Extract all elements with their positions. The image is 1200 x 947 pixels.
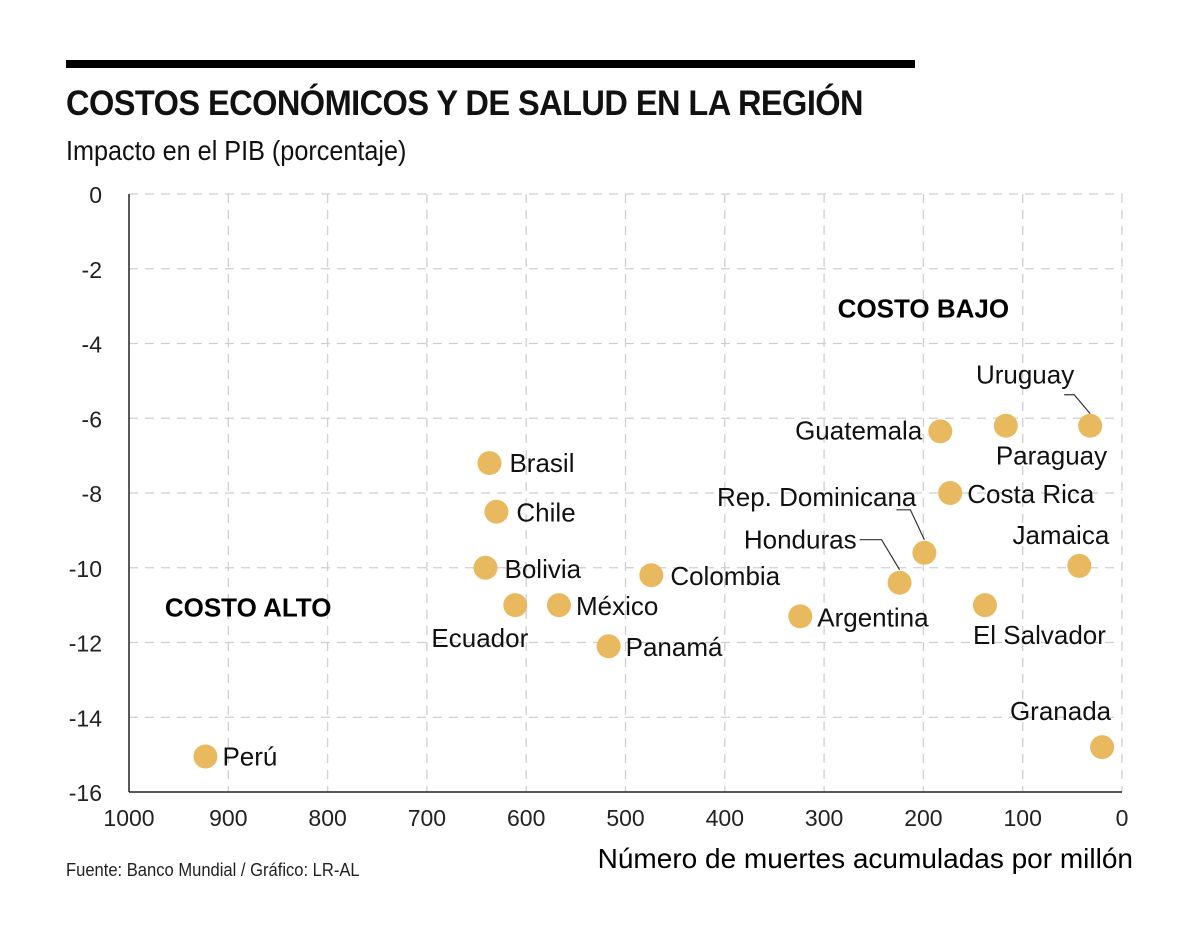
data-point xyxy=(1090,735,1115,760)
chart-subtitle: Impacto en el PIB (porcentaje) xyxy=(66,135,407,166)
y-tick-label: 0 xyxy=(89,182,102,208)
data-point xyxy=(928,419,953,444)
point-label: Jamaica xyxy=(1012,520,1109,550)
y-tick-label: -10 xyxy=(69,556,102,582)
chart-title: COSTOS ECONÓMICOS Y DE SALUD EN LA REGIÓ… xyxy=(66,84,864,123)
data-point xyxy=(912,540,937,565)
y-tick-label: -14 xyxy=(69,705,102,731)
point-label: México xyxy=(576,591,658,621)
point-label: Ecuador xyxy=(431,623,528,653)
point-label: Uruguay xyxy=(976,360,1074,390)
data-point xyxy=(938,481,963,505)
y-tick-label: -8 xyxy=(82,481,102,507)
data-point xyxy=(193,744,218,769)
data-point xyxy=(1078,413,1103,438)
point-label: El Salvador xyxy=(973,620,1106,650)
source-note: Fuente: Banco Mundial / Gráfico: LR-AL xyxy=(66,860,360,880)
data-point xyxy=(788,604,813,629)
data-point xyxy=(887,570,912,595)
y-tick-label: -6 xyxy=(82,406,102,432)
x-tick-label: 700 xyxy=(408,805,446,831)
data-point xyxy=(477,451,502,476)
point-label: Honduras xyxy=(744,525,857,555)
y-tick-label: -4 xyxy=(82,332,103,358)
point-label: Chile xyxy=(516,498,575,528)
x-tick-label: 100 xyxy=(1004,805,1042,831)
data-point xyxy=(473,555,498,580)
point-label: Bolivia xyxy=(504,554,581,584)
point-label: Paraguay xyxy=(996,441,1107,471)
zone-annotations: COSTO BAJO COSTO ALTO xyxy=(165,293,1009,622)
leader-lines xyxy=(859,394,1091,571)
x-tick-label: 800 xyxy=(308,805,346,831)
x-tick-label: 600 xyxy=(507,805,545,831)
x-tick-label: 400 xyxy=(706,805,744,831)
x-tick-label: 0 xyxy=(1116,805,1129,831)
zone-label: COSTO ALTO xyxy=(165,592,332,622)
top-rule xyxy=(66,60,915,68)
y-tick-label: -16 xyxy=(69,780,102,806)
point-labels: Perú Brasil Chile Bolivia Ecuador México Panam… xyxy=(222,360,1111,772)
data-point xyxy=(993,413,1018,438)
x-axis-label: Número de muertes acumuladas por millón xyxy=(598,843,1133,874)
point-label: Colombia xyxy=(670,561,780,591)
x-tick-label: 1000 xyxy=(103,805,154,831)
y-tick-label: -2 xyxy=(82,257,102,283)
data-point xyxy=(484,499,509,524)
data-point xyxy=(1067,553,1092,578)
leader-line xyxy=(1064,394,1091,415)
data-point xyxy=(639,563,664,588)
x-tick-labels: 1000 900 800 700 600 500 400 300 200 100 0 xyxy=(103,805,1128,831)
point-label: Costa Rica xyxy=(967,479,1095,509)
axes xyxy=(128,194,1122,793)
data-point xyxy=(972,593,997,618)
point-label: Brasil xyxy=(509,448,574,478)
data-point xyxy=(503,593,528,618)
leader-line xyxy=(859,539,901,571)
point-label: Granada xyxy=(1010,696,1112,726)
y-tick-label: -12 xyxy=(69,631,102,657)
x-tick-label: 500 xyxy=(606,805,644,831)
zone-label: COSTO BAJO xyxy=(838,293,1009,323)
data-points xyxy=(193,413,1115,769)
point-label: Perú xyxy=(222,741,277,771)
leader-line xyxy=(896,509,925,541)
point-label: Panamá xyxy=(626,632,723,662)
x-tick-label: 900 xyxy=(209,805,247,831)
data-point xyxy=(596,634,621,659)
point-label: Rep. Dominicana xyxy=(717,482,917,512)
x-tick-label: 300 xyxy=(805,805,843,831)
grid xyxy=(129,193,1123,792)
point-label: Guatemala xyxy=(795,415,923,445)
x-tick-label: 200 xyxy=(904,805,942,831)
y-tick-labels: 0 -2 -4 -6 -8 -10 -12 -14 -16 xyxy=(69,182,102,806)
data-point xyxy=(546,593,571,618)
point-label: Argentina xyxy=(817,602,929,632)
